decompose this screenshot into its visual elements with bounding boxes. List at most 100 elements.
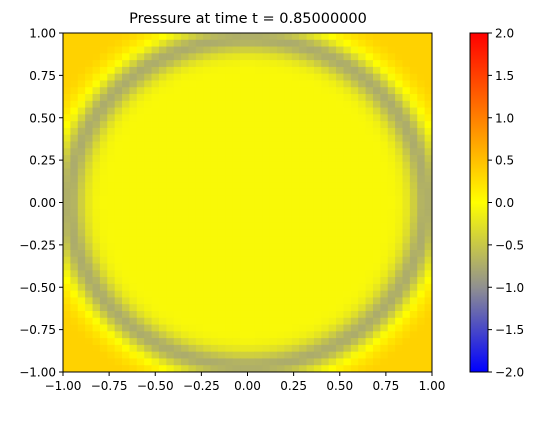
heatmap-cell	[424, 249, 433, 258]
heatmap-cell	[195, 80, 204, 88]
heatmap-cell	[262, 338, 271, 346]
heatmap-cell	[240, 338, 248, 346]
heatmap-cell	[409, 310, 418, 319]
heatmap-cell	[232, 277, 241, 285]
heatmap-cell	[217, 365, 226, 373]
y-tick-label: 0.00	[29, 196, 56, 210]
heatmap-cell	[395, 53, 403, 61]
heatmap-cell	[365, 358, 374, 366]
heatmap-cell	[85, 236, 93, 244]
heatmap-cell	[254, 175, 263, 183]
heatmap-cell	[85, 195, 93, 203]
heatmap-cell	[380, 155, 389, 163]
heatmap-cell	[277, 331, 285, 339]
heatmap-cell	[114, 182, 123, 190]
x-tick-label: 1.00	[419, 379, 446, 393]
heatmap-cell	[232, 344, 241, 353]
heatmap-cell	[144, 46, 152, 54]
heatmap-cell	[144, 73, 152, 81]
heatmap-cell	[306, 161, 315, 169]
heatmap-cell	[225, 33, 234, 41]
heatmap-cell	[365, 182, 374, 190]
heatmap-cell	[158, 358, 167, 366]
heatmap-cell	[247, 351, 256, 359]
heatmap-cell	[122, 73, 130, 81]
heatmap-cell	[136, 141, 145, 149]
heatmap-cell	[372, 283, 381, 292]
heatmap-cell	[336, 60, 344, 68]
heatmap-cell	[291, 317, 300, 325]
heatmap-cell	[136, 155, 145, 163]
heatmap-cell	[70, 46, 79, 54]
heatmap-cell	[291, 290, 300, 298]
heatmap-cell	[387, 324, 396, 332]
heatmap-cell	[343, 114, 352, 122]
heatmap-cell	[336, 270, 344, 278]
heatmap-cell	[114, 249, 123, 258]
heatmap-cell	[395, 222, 403, 231]
heatmap-cell	[365, 236, 374, 244]
heatmap-cell	[291, 365, 300, 373]
heatmap-cell	[402, 202, 411, 210]
heatmap-cell	[387, 182, 396, 190]
heatmap-cell	[387, 60, 396, 68]
heatmap-cell	[269, 358, 278, 366]
heatmap-cell	[409, 338, 418, 346]
heatmap-cell	[181, 141, 189, 149]
heatmap-cell	[92, 107, 101, 115]
heatmap-cell	[240, 73, 248, 81]
heatmap-cell	[254, 148, 263, 156]
heatmap-cell	[350, 249, 359, 258]
heatmap-cell	[254, 358, 263, 366]
heatmap-cell	[203, 114, 211, 122]
heatmap-cell	[107, 94, 116, 102]
heatmap-cell	[247, 344, 256, 353]
heatmap-cell	[254, 195, 263, 203]
heatmap-cell	[188, 243, 197, 251]
heatmap-cell	[114, 60, 123, 68]
heatmap-cell	[114, 338, 123, 346]
heatmap-cell	[217, 73, 226, 81]
heatmap-cell	[380, 270, 389, 278]
heatmap-cell	[122, 100, 130, 108]
heatmap-cell	[181, 148, 189, 156]
heatmap-cell	[70, 53, 79, 61]
heatmap-cell	[395, 338, 403, 346]
heatmap-cell	[166, 60, 175, 68]
heatmap-cell	[129, 338, 138, 346]
heatmap-cell	[173, 249, 182, 258]
heatmap-cell	[158, 344, 167, 353]
heatmap-cell	[122, 365, 130, 373]
heatmap-cell	[313, 263, 322, 271]
heatmap-cell	[77, 338, 86, 346]
heatmap-cell	[395, 100, 403, 108]
heatmap-cell	[85, 114, 93, 122]
heatmap-cell	[107, 155, 116, 163]
heatmap-cell	[424, 365, 433, 373]
heatmap-cell	[395, 365, 403, 373]
heatmap-cell	[195, 277, 204, 285]
heatmap-cell	[85, 338, 93, 346]
heatmap-cell	[409, 358, 418, 366]
heatmap-cell	[122, 249, 130, 258]
heatmap-cell	[195, 297, 204, 305]
heatmap-cell	[424, 331, 433, 339]
heatmap-cell	[387, 39, 396, 47]
heatmap-cell	[63, 127, 71, 136]
heatmap-cell	[99, 39, 108, 47]
heatmap-cell	[262, 270, 271, 278]
heatmap-cell	[417, 94, 426, 102]
heatmap-cell	[291, 46, 300, 54]
heatmap-cell	[395, 249, 403, 258]
heatmap-cell	[136, 33, 145, 41]
heatmap-cell	[402, 229, 411, 237]
heatmap-cell	[299, 66, 307, 75]
heatmap-cell	[217, 148, 226, 156]
heatmap-cell	[217, 236, 226, 244]
heatmap-cell	[217, 155, 226, 163]
heatmap-cell	[269, 175, 278, 183]
heatmap-cell	[144, 60, 152, 68]
heatmap-cell	[63, 148, 71, 156]
heatmap-cell	[114, 80, 123, 88]
heatmap-cell	[166, 249, 175, 258]
